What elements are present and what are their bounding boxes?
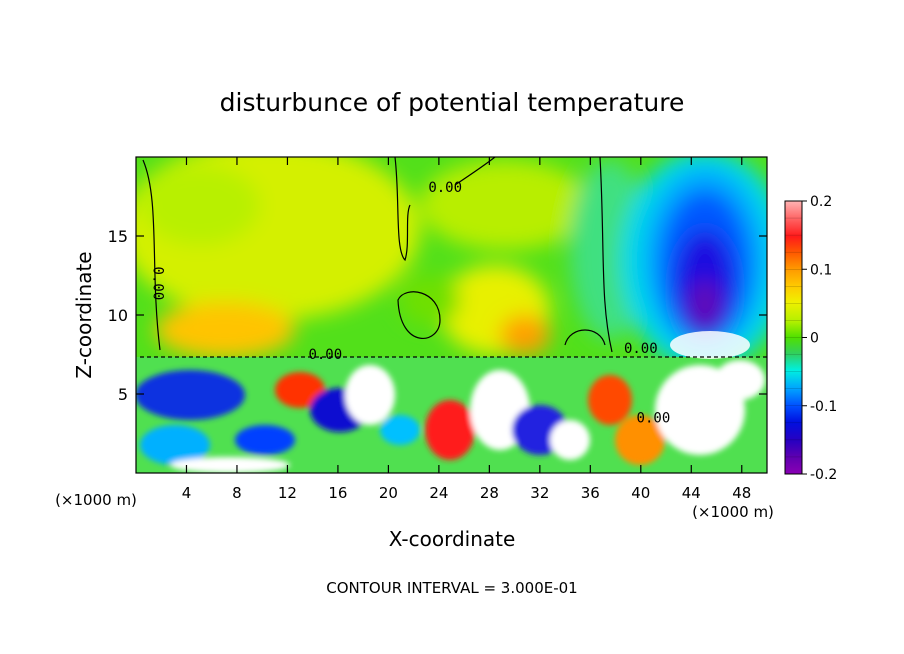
x-tick-label: 48 xyxy=(732,484,751,502)
x-tick-label: 44 xyxy=(682,484,701,502)
y-axis: 5 10 15 xyxy=(108,227,767,404)
x-axis-label: X-coordinate xyxy=(389,527,516,551)
colorbar-tick-label: 0.2 xyxy=(810,194,832,210)
contour-label: 0.00 xyxy=(637,410,671,426)
y-tick-label: 5 xyxy=(118,385,128,404)
x-tick-label: 16 xyxy=(328,484,347,502)
contour-label: 0.00 xyxy=(308,347,342,363)
contour-label: 0.00 xyxy=(624,341,658,357)
x-unit-right: (×1000 m) xyxy=(692,503,774,521)
x-tick-label: 4 xyxy=(182,484,192,502)
x-tick-label: 12 xyxy=(278,484,297,502)
heatmap-field xyxy=(136,157,767,473)
x-axis: 4 8 12 16 20 24 28 32 36 40 44 48 xyxy=(182,157,751,502)
contour-label: 0.00 xyxy=(150,267,166,301)
x-tick-label: 28 xyxy=(480,484,499,502)
colorbar-tick-label: -0.1 xyxy=(810,399,837,415)
contour-label: 0.00 xyxy=(428,180,462,196)
y-tick-label: 15 xyxy=(108,227,128,246)
x-tick-label: 8 xyxy=(232,484,242,502)
contour-interval-note: CONTOUR INTERVAL = 3.000E-01 xyxy=(326,579,577,597)
colorbar-tick-label: -0.2 xyxy=(810,467,837,483)
x-tick-label: 40 xyxy=(631,484,650,502)
x-tick-label: 20 xyxy=(379,484,398,502)
colorbar-ticks: 0.2 0.1 0 -0.1 -0.2 xyxy=(785,194,837,483)
y-axis-label: Z-coordinate xyxy=(72,251,96,378)
y-tick-label: 10 xyxy=(108,306,128,325)
x-tick-label: 36 xyxy=(581,484,600,502)
contour-labels: 0.00 0.00 0.00 0.00 0.00 xyxy=(150,180,671,427)
x-tick-label: 24 xyxy=(429,484,448,502)
x-tick-label: 32 xyxy=(530,484,549,502)
x-unit-left: (×1000 m) xyxy=(55,491,137,509)
colorbar-tick-label: 0 xyxy=(810,331,819,347)
chart-title: disturbunce of potential temperature xyxy=(220,88,685,117)
colorbar-tick-label: 0.1 xyxy=(810,262,832,278)
